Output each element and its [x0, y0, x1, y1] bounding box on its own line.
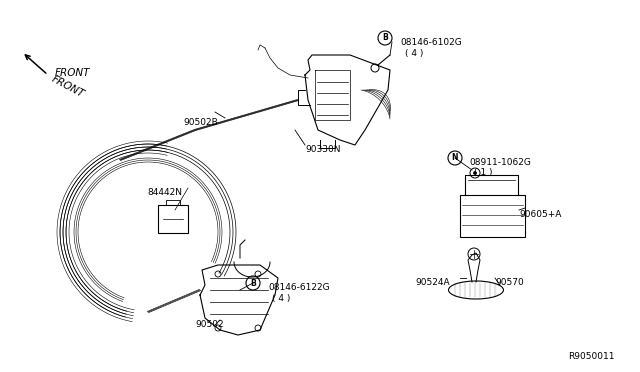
Text: B: B: [250, 279, 256, 288]
Text: FRONT: FRONT: [55, 68, 90, 78]
Text: FRONT: FRONT: [50, 74, 86, 99]
Text: 90570: 90570: [495, 278, 524, 287]
Text: 08146-6102G: 08146-6102G: [400, 38, 461, 47]
Text: 08911-1062G: 08911-1062G: [469, 158, 531, 167]
Text: 84442N: 84442N: [147, 188, 182, 197]
Circle shape: [474, 171, 477, 174]
Text: ( 4 ): ( 4 ): [272, 294, 291, 303]
Text: 90524A: 90524A: [415, 278, 450, 287]
Text: ( 4 ): ( 4 ): [405, 49, 424, 58]
Text: N: N: [452, 154, 458, 163]
Bar: [158, 205, 188, 233]
Text: 08146-6122G: 08146-6122G: [268, 283, 330, 292]
Text: 90502B: 90502B: [183, 118, 218, 127]
Text: ( 1 ): ( 1 ): [474, 168, 493, 177]
Bar: [460, 195, 525, 237]
Text: 90605+A: 90605+A: [519, 210, 561, 219]
Text: 90502: 90502: [195, 320, 223, 329]
Text: B: B: [382, 33, 388, 42]
Text: R9050011: R9050011: [568, 352, 614, 361]
Text: 90330N: 90330N: [305, 145, 340, 154]
